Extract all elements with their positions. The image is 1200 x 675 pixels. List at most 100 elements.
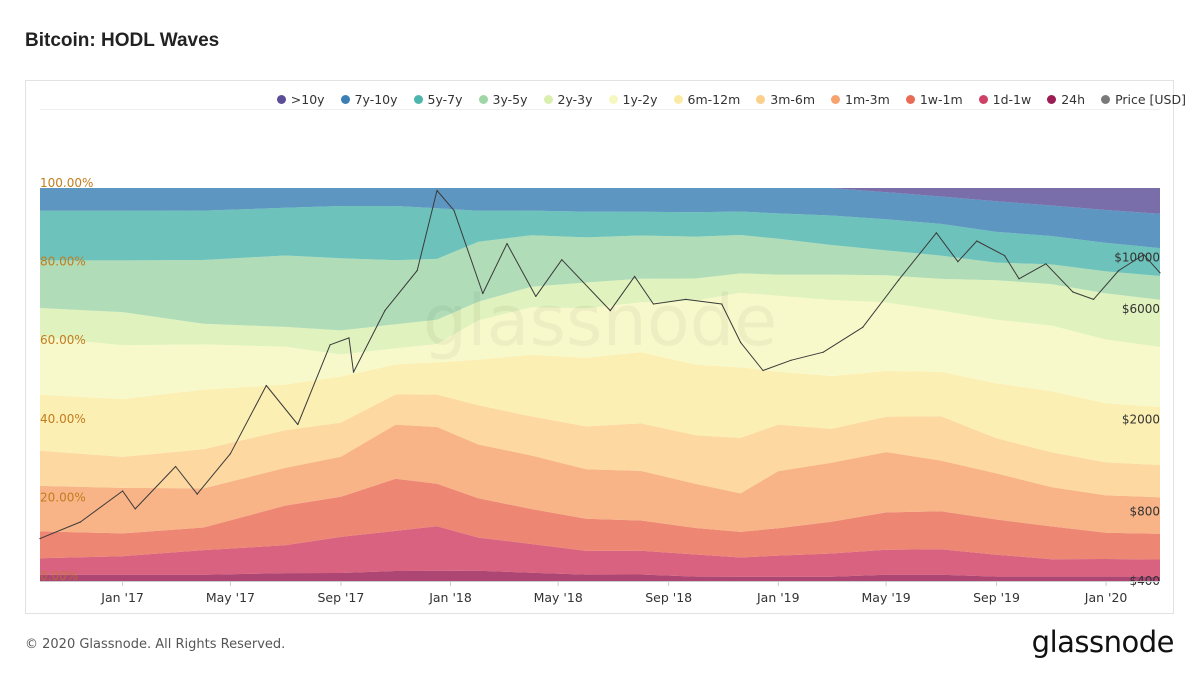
legend-item-6m-12m[interactable]: 6m-12m (673, 91, 741, 107)
x-tick-label: Sep '19 (973, 590, 1020, 605)
legend-item-24h[interactable]: 24h (1047, 91, 1085, 107)
legend-item-price-usd[interactable]: Price [USD] (1101, 91, 1186, 107)
area-band-1m-3m (40, 424, 1160, 534)
area-band-24h (40, 570, 1160, 581)
price-line-layer (39, 189, 1161, 540)
x-tick-label: Jan '17 (100, 590, 144, 605)
price-point (1018, 278, 1020, 280)
price-point (561, 259, 563, 261)
legend-marker (1047, 94, 1057, 104)
price-point (265, 384, 267, 387)
area-band-7y-10y (40, 188, 1160, 249)
price-point (297, 423, 299, 426)
area-band-10y (40, 188, 1160, 214)
price-point (535, 295, 537, 297)
price-point (453, 209, 455, 211)
legend-marker (543, 94, 553, 104)
x-tick-label: May '17 (206, 590, 255, 605)
legend-label: 1y-2y (622, 91, 658, 107)
y-right-tick-label: $6000 (1122, 302, 1160, 316)
price-point (652, 303, 655, 305)
legend-item-3m-6m[interactable]: 3m-6m (756, 91, 815, 107)
legend-marker (276, 94, 286, 104)
x-tick-label: Jan '18 (428, 590, 472, 605)
area-band-1y-2y (40, 292, 1160, 407)
price-point (352, 371, 355, 373)
price-point (721, 303, 723, 305)
price-point (482, 292, 484, 295)
legend-label: >10y (290, 91, 325, 107)
legend-item-1m-3m[interactable]: 1m-3m (831, 91, 890, 107)
price-point (416, 269, 418, 272)
price-point (957, 261, 959, 263)
legend-item-2y-3y[interactable]: 2y-3y (543, 91, 593, 107)
x-tick-label: May '19 (862, 590, 911, 605)
price-point (609, 310, 611, 312)
legend-label: 1m-3m (845, 91, 890, 107)
price-point (634, 275, 636, 277)
price-point (39, 538, 41, 540)
price-point (384, 310, 386, 312)
legend-marker (608, 94, 618, 104)
price-point (898, 279, 900, 281)
price-point (1159, 272, 1161, 274)
copyright-text: © 2020 Glassnode. All Rights Reserved. (25, 637, 286, 652)
legend-label: 3m-6m (770, 91, 816, 107)
price-point (196, 493, 198, 495)
legend-item-7y-10y[interactable]: 7y-10y (340, 91, 398, 107)
y-right-tick-label: $800 (1129, 504, 1160, 518)
legend-marker (978, 94, 988, 104)
chart-title: Bitcoin: HODL Waves (25, 30, 220, 51)
legend-marker (478, 94, 488, 104)
legend-label: 7y-10y (354, 91, 398, 107)
legend-item-1d-1w[interactable]: 1d-1w (978, 91, 1031, 107)
area-band-1w-1m (40, 478, 1160, 560)
legend-item-1y-2y[interactable]: 1y-2y (608, 91, 658, 107)
price-point (862, 326, 864, 328)
y-left-tick-label: 100.00% (40, 176, 93, 190)
y-left-tick-label: 0.00% (40, 569, 78, 583)
legend-label: 1w-1m (919, 91, 963, 107)
price-point (685, 298, 687, 300)
legend-item-5y-7y[interactable]: 5y-7y (413, 91, 463, 107)
legend-divider (40, 109, 1160, 110)
price-line (39, 190, 1161, 540)
legend-label: 6m-12m (687, 91, 741, 107)
area-band-6m-12m (40, 352, 1160, 465)
price-point (1004, 255, 1006, 257)
price-point (79, 521, 81, 523)
price-point (348, 337, 350, 339)
y-left-tick-label: 40.00% (40, 412, 86, 426)
y-left-tick-label: 20.00% (40, 490, 86, 504)
legend-marker (756, 94, 766, 104)
legend-marker (413, 94, 423, 104)
legend-item-3y-5y[interactable]: 3y-5y (478, 91, 528, 107)
legend-marker (831, 94, 841, 104)
price-point (740, 341, 742, 343)
watermark: glassnode (423, 280, 777, 362)
y-left-tick-label: 80.00% (40, 255, 86, 269)
price-point (329, 344, 331, 346)
legend-item-10y[interactable]: >10y (276, 91, 325, 107)
legend-item-1w-1m[interactable]: 1w-1m (905, 91, 963, 107)
legend-label: 5y-7y (427, 91, 463, 107)
chart-frame (25, 80, 1174, 614)
legend-label: 24h (1061, 91, 1086, 107)
price-point (122, 490, 124, 492)
price-point (1072, 291, 1074, 293)
price-point (762, 369, 764, 372)
legend-marker (905, 94, 915, 104)
legend-label: Price [USD] (1115, 91, 1186, 107)
legend-marker (340, 94, 350, 104)
price-point (1118, 269, 1120, 272)
legend-label: 3y-5y (492, 91, 528, 107)
y-left-tick-label: 60.00% (40, 333, 86, 347)
brand-logo[interactable]: glassnode (1031, 625, 1175, 659)
area-band-2y-3y (40, 273, 1160, 355)
area-band-5y-7y (40, 206, 1160, 276)
y-right-tick-label: $2000 (1122, 412, 1160, 426)
legend-label: 2y-3y (557, 91, 593, 107)
y-axis-left: 0.00% 20.00% 40.00% 60.00% 80.00% 100.00% (40, 176, 93, 583)
x-tick-label: May '18 (534, 590, 583, 605)
